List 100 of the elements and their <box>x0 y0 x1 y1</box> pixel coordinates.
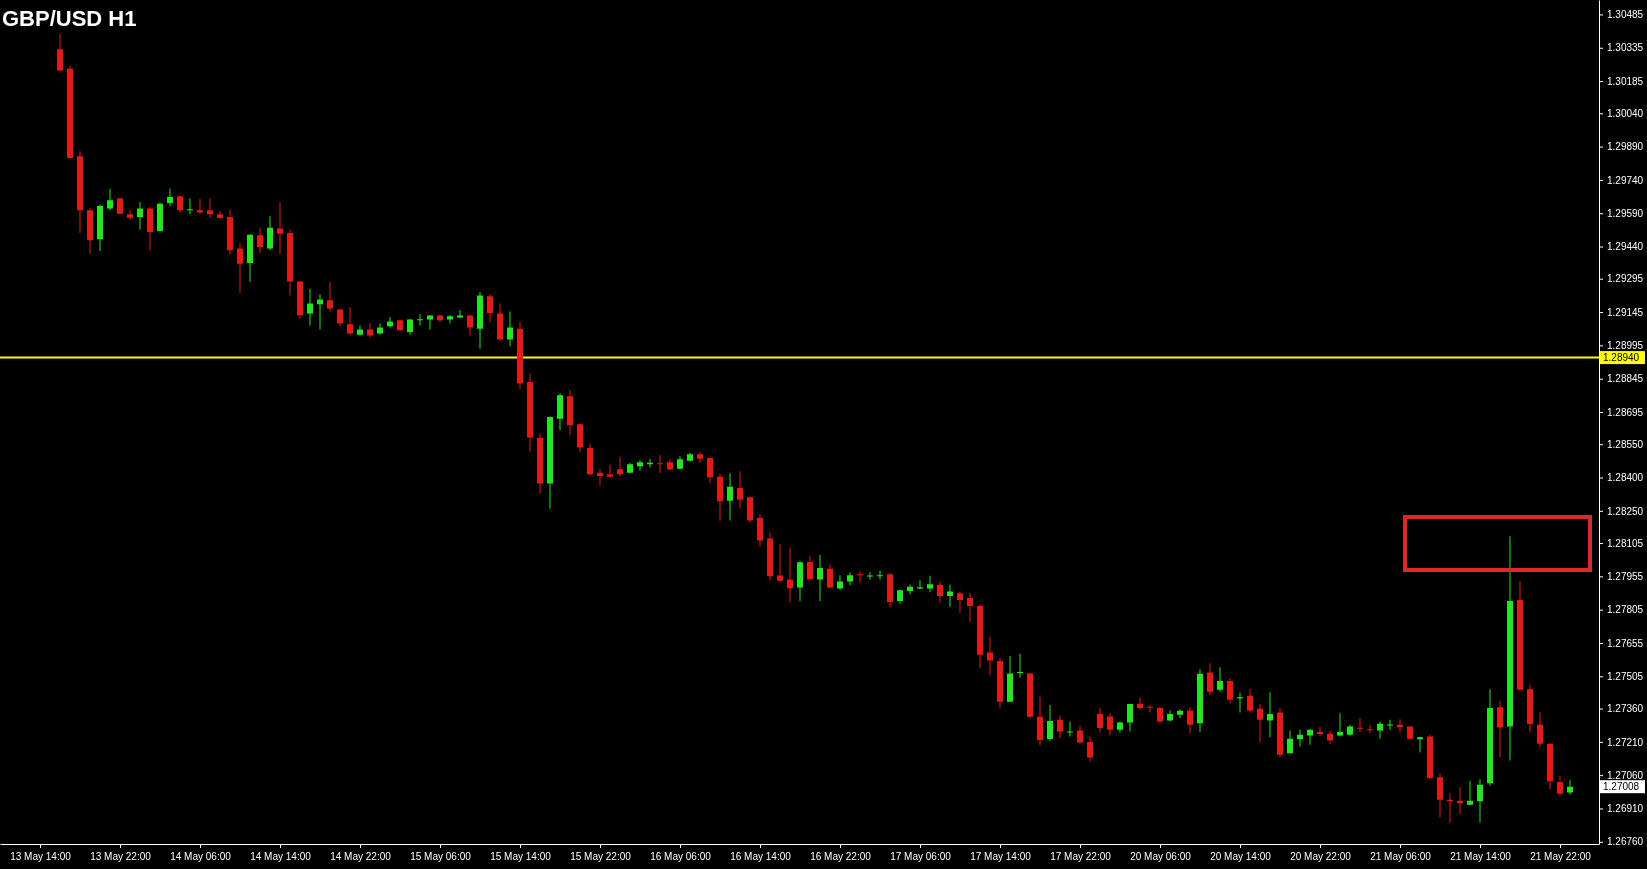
candlestick <box>917 580 923 590</box>
candlestick <box>787 547 793 602</box>
candlestick <box>1017 654 1023 678</box>
y-tick-label: 1.27210 <box>1607 736 1644 748</box>
y-tick-label: 1.27505 <box>1607 671 1644 683</box>
y-tick-label: 1.28845 <box>1607 373 1644 385</box>
y-tick-label: 1.26910 <box>1607 803 1644 815</box>
candlestick <box>187 198 193 215</box>
candlestick <box>667 459 673 471</box>
candlestick <box>957 591 963 613</box>
x-tick-label: 15 May 06:00 <box>410 851 472 863</box>
candlestick <box>697 452 703 463</box>
x-tick-label: 20 May 14:00 <box>1210 851 1272 863</box>
candlestick <box>1147 704 1153 713</box>
y-tick-label: 1.28250 <box>1607 505 1644 517</box>
y-tick-label: 1.30040 <box>1607 107 1644 119</box>
candlestick <box>607 464 613 478</box>
candlestick <box>387 316 393 328</box>
x-tick-label: 21 May 14:00 <box>1450 851 1512 863</box>
candlestick <box>777 544 783 582</box>
y-tick-label: 1.29145 <box>1607 306 1644 318</box>
candlestick <box>677 456 683 470</box>
x-tick-label: 15 May 22:00 <box>570 851 632 863</box>
ref-line-label: 1.28940 <box>1603 352 1640 364</box>
candlestick <box>1447 793 1453 824</box>
candlestick <box>657 455 663 474</box>
candlestick <box>1457 787 1463 814</box>
candlestick <box>1337 713 1343 737</box>
candlestick <box>927 575 933 593</box>
x-tick-label: 20 May 06:00 <box>1130 851 1192 863</box>
chart-title: GBP/USD H1 <box>2 6 137 31</box>
candlestick <box>1367 724 1373 734</box>
candlestick <box>127 210 133 220</box>
x-tick-label: 16 May 06:00 <box>650 851 712 863</box>
candlestick <box>1267 692 1273 738</box>
x-tick-label: 13 May 14:00 <box>10 851 72 863</box>
x-tick-label: 14 May 22:00 <box>330 851 392 863</box>
y-tick-label: 1.30335 <box>1607 42 1644 54</box>
y-tick-label: 1.29590 <box>1607 207 1644 219</box>
y-tick-label: 1.28550 <box>1607 438 1644 450</box>
candlestick <box>1167 710 1173 722</box>
candlestick <box>277 202 283 254</box>
candlestick <box>1467 780 1473 806</box>
candlestick <box>467 314 473 336</box>
candlestick <box>427 314 433 330</box>
x-tick-label: 21 May 22:00 <box>1530 851 1592 863</box>
y-tick-label: 1.27955 <box>1607 571 1644 583</box>
x-tick-label: 16 May 14:00 <box>730 851 792 863</box>
candlestick <box>967 593 973 622</box>
x-tick-label: 17 May 06:00 <box>890 851 952 863</box>
candlestick <box>447 314 453 324</box>
candlestick <box>727 473 733 521</box>
candlestick <box>347 306 353 336</box>
y-tick-label: 1.29890 <box>1607 141 1644 153</box>
candlestick <box>107 188 113 211</box>
x-tick-label: 15 May 14:00 <box>490 851 552 863</box>
x-tick-label: 17 May 22:00 <box>1050 851 1112 863</box>
candlestick <box>1357 718 1363 733</box>
candlestick <box>987 636 993 675</box>
text: 1.27008 <box>1603 781 1640 793</box>
x-tick-label: 14 May 14:00 <box>250 851 312 863</box>
candlestick <box>837 575 843 590</box>
candlestick <box>617 456 623 476</box>
candlestick <box>1387 719 1393 730</box>
y-tick-label: 1.28105 <box>1607 537 1644 549</box>
candlestick <box>867 572 873 580</box>
y-tick-label: 1.28995 <box>1607 340 1644 352</box>
y-tick-label: 1.30485 <box>1607 9 1644 21</box>
x-tick-label: 21 May 06:00 <box>1370 851 1432 863</box>
y-tick-label: 1.28400 <box>1607 472 1644 484</box>
candlestick <box>1067 721 1073 737</box>
y-tick-label: 1.27805 <box>1607 604 1644 616</box>
y-tick-label: 1.27360 <box>1607 703 1644 715</box>
x-tick-label: 17 May 14:00 <box>970 851 1032 863</box>
candlestick <box>1217 667 1223 692</box>
y-tick-label: 1.27060 <box>1607 769 1644 781</box>
candlestick <box>1377 721 1383 739</box>
candlestick <box>327 282 333 312</box>
candlestick <box>217 211 223 219</box>
x-tick-label: 16 May 22:00 <box>810 851 872 863</box>
candlestick <box>207 198 213 218</box>
y-tick-label: 1.29440 <box>1607 241 1644 253</box>
candlestick <box>417 314 423 326</box>
candlestick <box>687 452 693 462</box>
candlestick <box>197 198 203 214</box>
candlestick <box>737 471 743 509</box>
y-tick-label: 1.27655 <box>1607 637 1644 649</box>
x-tick-label: 14 May 06:00 <box>170 851 232 863</box>
x-tick-label: 20 May 22:00 <box>1290 851 1352 863</box>
candlestick <box>457 310 463 319</box>
candlestick <box>857 571 863 583</box>
y-tick-label: 1.28695 <box>1607 406 1644 418</box>
y-tick-label: 1.29295 <box>1607 273 1644 285</box>
candlestick <box>1237 692 1243 713</box>
candlestick <box>1317 726 1323 736</box>
x-tick-label: 13 May 22:00 <box>90 851 152 863</box>
y-tick-label: 1.29740 <box>1607 174 1644 186</box>
y-tick-label: 1.30185 <box>1607 75 1644 87</box>
y-tick-label: 1.26760 <box>1607 836 1644 848</box>
candlestick <box>947 584 953 607</box>
